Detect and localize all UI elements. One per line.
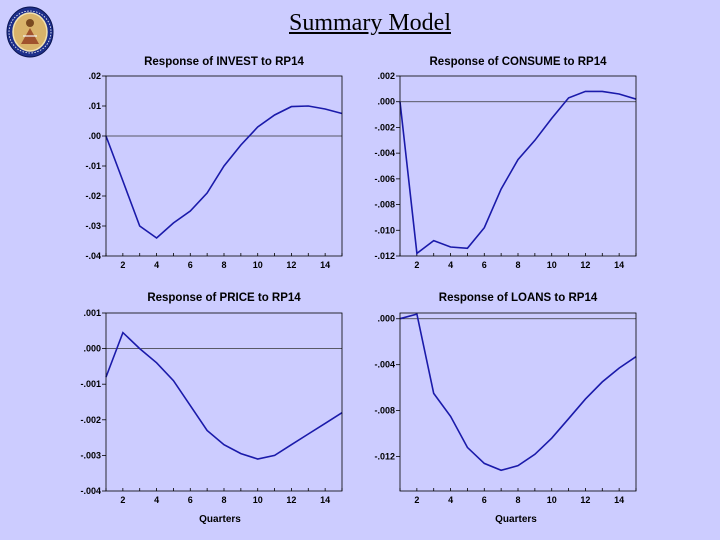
plot-frame — [399, 75, 637, 257]
x-tick-label: 12 — [286, 260, 296, 270]
x-axis-ticks: 2 4 6 8 10 12 14 — [105, 488, 343, 505]
x-tick-label: 12 — [286, 495, 296, 505]
y-tick-label: .02 — [88, 71, 101, 81]
x-axis-ticks: 2 4 6 8 10 12 14 — [399, 253, 637, 270]
invest-chart-panel: Response of INVEST to RP14 .02 .01 .00 -.01… — [68, 50, 350, 280]
response-line — [399, 313, 637, 472]
consume-chart-panel: Response of CONSUME to RP14 .002 .000 -.00… — [362, 50, 652, 280]
chart-title: Response of CONSUME to RP14 — [430, 56, 608, 68]
x-tick-label: 8 — [221, 260, 226, 270]
x-axis-label: Quarters — [495, 514, 537, 525]
x-tick-label: 12 — [580, 495, 590, 505]
y-tick-label: .000 — [377, 314, 395, 324]
x-tick-label: 10 — [253, 260, 263, 270]
y-tick-label: -.01 — [85, 161, 101, 171]
chart-title: Response of PRICE to RP14 — [147, 292, 301, 304]
loans-response-chart: Response of LOANS to RP14 .000 -.004 -.008… — [374, 292, 637, 525]
y-tick-label: -.008 — [374, 200, 395, 210]
x-tick-label: 4 — [448, 495, 453, 505]
y-tick-label: -.001 — [80, 379, 101, 389]
slide-title: Summary Model — [289, 10, 451, 36]
invest-response-chart: Response of INVEST to RP14 .02 .01 .00 -.01… — [85, 56, 343, 270]
loans-chart-panel: Response of LOANS to RP14 .000 -.004 -.008… — [362, 287, 652, 532]
x-tick-label: 4 — [448, 260, 453, 270]
y-tick-label: .000 — [377, 97, 395, 107]
x-tick-label: 10 — [547, 260, 557, 270]
consume-response-chart: Response of CONSUME to RP14 .002 .000 -.00… — [374, 56, 637, 270]
x-tick-label: 8 — [515, 260, 520, 270]
y-axis-ticks: .02 .01 .00 -.01 -.02 -.03 -.04 — [85, 71, 106, 261]
y-tick-label: .001 — [83, 308, 101, 318]
x-tick-label: 8 — [221, 495, 226, 505]
x-tick-label: 10 — [253, 495, 263, 505]
y-tick-label: .01 — [88, 101, 101, 111]
y-tick-label: -.006 — [374, 174, 395, 184]
x-tick-label: 2 — [120, 260, 125, 270]
y-tick-label: -.002 — [80, 415, 101, 425]
x-tick-label: 12 — [580, 260, 590, 270]
x-tick-label: 4 — [154, 260, 159, 270]
y-tick-label: -.004 — [374, 360, 395, 370]
x-tick-label: 14 — [614, 260, 624, 270]
x-tick-label: 2 — [414, 495, 419, 505]
y-tick-label: .002 — [377, 71, 395, 81]
y-tick-label: -.012 — [374, 452, 395, 462]
plot-frame — [105, 312, 343, 492]
y-axis-ticks: .002 .000 -.002 -.004 -.006 -.008 -.010 -.012 — [374, 71, 400, 261]
x-tick-label: 2 — [120, 495, 125, 505]
y-tick-label: -.04 — [85, 251, 101, 261]
response-line — [399, 90, 637, 255]
response-line — [105, 331, 343, 460]
x-tick-label: 6 — [188, 495, 193, 505]
x-tick-label: 4 — [154, 495, 159, 505]
plot-frame — [105, 75, 343, 257]
x-tick-label: 6 — [482, 495, 487, 505]
x-tick-label: 14 — [320, 495, 330, 505]
plot-frame — [399, 312, 637, 492]
x-tick-label: 6 — [482, 260, 487, 270]
y-tick-label: -.02 — [85, 191, 101, 201]
chart-title: Response of LOANS to RP14 — [439, 292, 598, 304]
y-tick-label: -.002 — [374, 122, 395, 132]
x-axis-label: Quarters — [199, 514, 241, 525]
y-tick-label: -.008 — [374, 406, 395, 416]
x-tick-label: 6 — [188, 260, 193, 270]
x-tick-label: 14 — [614, 495, 624, 505]
price-response-chart: Response of PRICE to RP14 .001 .000 -.001 -… — [80, 292, 343, 525]
y-tick-label: -.004 — [374, 148, 395, 158]
y-tick-label: .00 — [88, 131, 101, 141]
institution-seal-logo — [6, 6, 54, 58]
x-tick-label: 8 — [515, 495, 520, 505]
x-axis-ticks: 2 4 6 8 10 12 14 — [105, 253, 343, 270]
y-tick-label: -.003 — [80, 450, 101, 460]
y-tick-label: -.010 — [374, 225, 395, 235]
response-line — [105, 105, 343, 240]
x-axis-ticks: 2 4 6 8 10 12 14 — [399, 488, 637, 505]
y-tick-label: .000 — [83, 344, 101, 354]
y-axis-ticks: .000 -.004 -.008 -.012 — [374, 314, 400, 462]
chart-title: Response of INVEST to RP14 — [144, 56, 304, 68]
y-tick-label: -.03 — [85, 221, 101, 231]
y-tick-label: -.012 — [374, 251, 395, 261]
price-chart-panel: Response of PRICE to RP14 .001 .000 -.001 -… — [68, 287, 350, 532]
x-tick-label: 2 — [414, 260, 419, 270]
y-axis-ticks: .001 .000 -.001 -.002 -.003 -.004 — [80, 308, 106, 496]
x-tick-label: 10 — [547, 495, 557, 505]
y-tick-label: -.004 — [80, 486, 101, 496]
x-tick-label: 14 — [320, 260, 330, 270]
